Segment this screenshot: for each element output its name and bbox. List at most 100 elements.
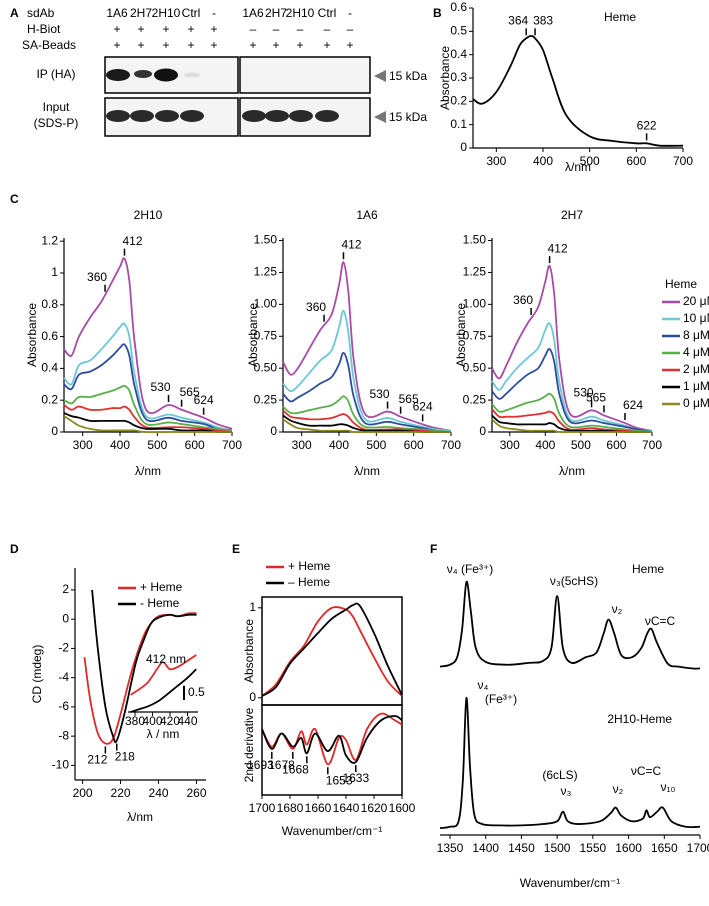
y-axis-label: Absorbance	[25, 303, 39, 367]
x-tick-label: 300	[486, 154, 506, 168]
x-axis-label: λ / nm	[147, 727, 180, 741]
x-axis-label: λ/nm	[354, 464, 380, 478]
x-tick-label: 1700	[249, 801, 276, 815]
series-line	[439, 580, 701, 670]
peak-label: 1678	[268, 758, 295, 772]
peak-label: 624	[413, 400, 433, 414]
y-tick-label: 0.2	[450, 94, 467, 108]
band	[134, 70, 152, 78]
peak-label: 1653	[326, 773, 353, 787]
series-line	[63, 415, 232, 434]
lane-sdab: Ctrl	[318, 6, 337, 20]
x-tick-label: 600	[606, 438, 626, 452]
y-tick-label: 1.25	[254, 265, 278, 279]
legend-label: 2 μM	[683, 362, 709, 376]
series-line	[63, 412, 233, 434]
x-tick-label: 700	[642, 438, 662, 452]
x-tick-label: 700	[673, 154, 693, 168]
lane-sdab: 2H7	[130, 6, 152, 20]
lane-sdab: 2H10	[152, 6, 181, 20]
x-tick-label: 500	[147, 438, 167, 452]
x-tick-label: 1350	[437, 841, 464, 855]
annotation: νC=C	[631, 764, 662, 778]
x-tick-label: 220	[111, 786, 131, 800]
legend-label: + Heme	[288, 559, 331, 573]
lane-h-biot: –	[273, 22, 280, 36]
lane-h-biot: –	[297, 22, 304, 36]
x-tick-label: 300	[500, 438, 520, 452]
lane-h-biot: +	[162, 22, 169, 36]
y-tick-label: 0.50	[463, 360, 487, 374]
legend-label: – Heme	[288, 575, 330, 589]
peak-label: 1633	[342, 771, 369, 785]
series-line	[282, 395, 452, 433]
x-tick-label: 200	[73, 786, 93, 800]
lane-sdab: 1A6	[106, 6, 128, 20]
peak-label: 360	[513, 293, 533, 307]
x-tick-label: 1660	[305, 801, 332, 815]
annotation: ν₃	[561, 784, 572, 798]
band	[130, 110, 154, 122]
panel-label: C	[10, 192, 19, 206]
legend-label: 1 μM	[683, 379, 709, 393]
x-tick-label: 1620	[361, 801, 388, 815]
series-line	[261, 715, 403, 764]
x-tick-label: 1600	[615, 841, 642, 855]
series-line	[282, 309, 452, 432]
annotation: ν₂	[613, 782, 624, 796]
lane-sa-beads: +	[210, 38, 217, 52]
series-line	[91, 589, 197, 744]
x-tick-label: 700	[222, 438, 242, 452]
lane-sa-beads: +	[162, 38, 169, 52]
y-tick-label: 0	[479, 424, 486, 438]
size-marker: 15 kDa	[389, 110, 427, 124]
peak-label: 1668	[282, 762, 309, 776]
panel-label: D	[10, 542, 19, 556]
peak-label: 412	[122, 234, 142, 248]
band	[289, 110, 313, 122]
series-line	[282, 409, 452, 433]
y-tick-label: 0.5	[450, 24, 467, 38]
series-line	[130, 654, 197, 696]
chart-title: 2H10	[607, 712, 636, 726]
y-axis-label: Absorbance	[454, 303, 468, 367]
y-tick-label: 0.75	[463, 328, 487, 342]
y-tick-label: 0.4	[450, 47, 467, 61]
x-axis-label: Wavenumber/cm⁻¹	[282, 824, 383, 838]
series-line	[491, 418, 652, 433]
lane-sa-beads: +	[346, 38, 353, 52]
x-tick-label: 400	[142, 714, 162, 728]
annotation: ν₁₀	[660, 780, 675, 794]
x-axis-label: Wavenumber/cm⁻¹	[520, 876, 621, 890]
y-tick-label: 2	[62, 582, 69, 596]
band	[242, 110, 266, 122]
y-tick-label: 0	[51, 424, 58, 438]
lane-sdab: 2H10	[286, 6, 315, 20]
y-tick-label: -4	[58, 670, 69, 684]
panel-label: F	[430, 542, 437, 556]
x-tick-label: 440	[177, 714, 197, 728]
annotation: ν₂	[612, 602, 623, 616]
y-axis-label: Absorbance	[438, 46, 452, 110]
panel-label: B	[433, 6, 442, 20]
y-tick-label: 0.4	[41, 361, 58, 375]
x-tick-label: 600	[185, 438, 205, 452]
x-tick-label: 1600	[389, 801, 416, 815]
x-tick-label: 400	[533, 154, 553, 168]
annotation: ν₄	[478, 678, 489, 692]
lane-row-label: Input	[43, 100, 70, 114]
y-tick-label: 0	[270, 424, 277, 438]
peak-label: 212	[87, 753, 107, 767]
band	[180, 110, 204, 122]
y-tick-label: 0.6	[450, 0, 467, 14]
series-line	[63, 322, 233, 432]
band	[154, 68, 178, 82]
y-tick-label: 0	[249, 690, 256, 704]
x-tick-label: 500	[366, 438, 386, 452]
blot-box	[239, 56, 371, 94]
lane-sdab: 1A6	[242, 6, 264, 20]
x-tick-label: 700	[441, 438, 461, 452]
lane-row-label: (SDS-P)	[34, 116, 79, 130]
